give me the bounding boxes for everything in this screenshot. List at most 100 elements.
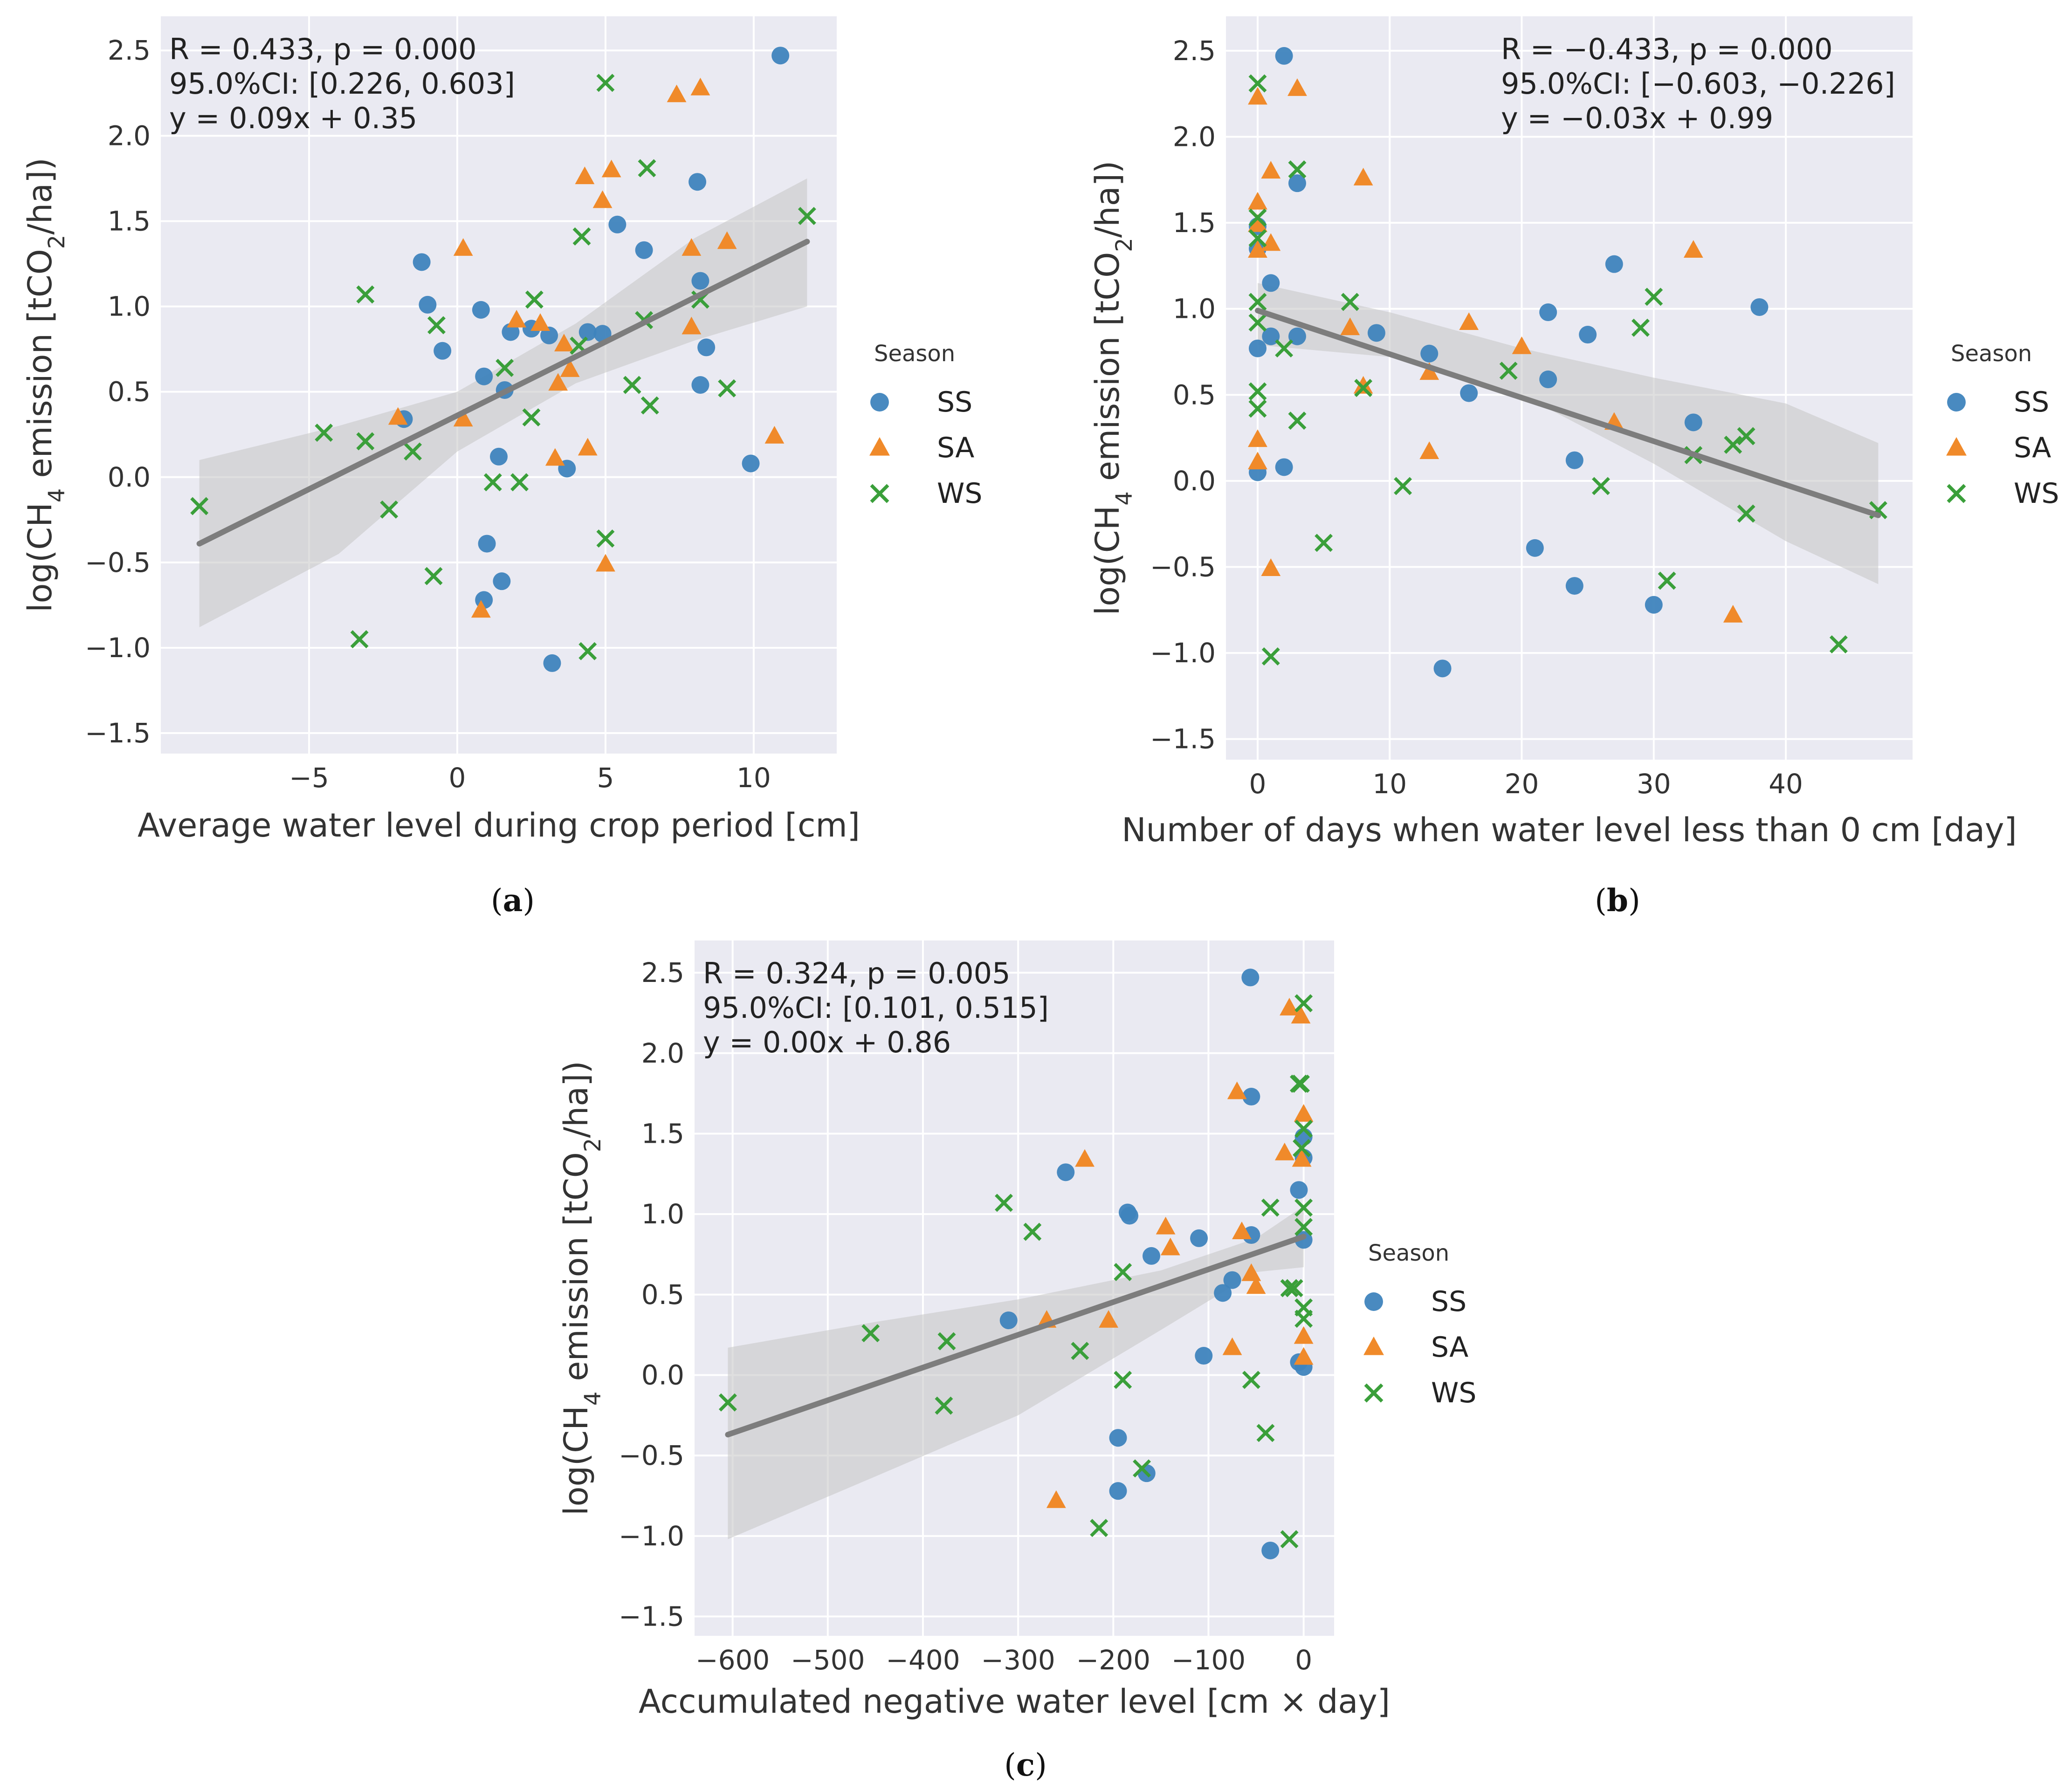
y-tick-label: 1.5 (641, 1118, 684, 1149)
y-tick-label: 0.5 (1173, 379, 1216, 411)
point-ws (510, 473, 529, 492)
point-ws (1261, 647, 1280, 666)
point-sa (1248, 192, 1267, 210)
point-sa (554, 334, 574, 351)
y-tick-label: −0.5 (619, 1440, 684, 1471)
y-tick-label: 1.0 (1173, 293, 1216, 325)
legend-label-ws: WS (1431, 1377, 1476, 1409)
point-ws (1285, 1279, 1303, 1297)
point-sa (1099, 1310, 1119, 1328)
x-tick-label: 0 (449, 762, 466, 794)
point-sa (592, 190, 613, 208)
x-tick-label: −600 (695, 1644, 770, 1676)
point-ws (404, 442, 422, 461)
point-ws (1294, 1119, 1313, 1138)
point-ws (190, 497, 209, 515)
point-ss (1248, 339, 1267, 357)
panel-label: (b) (1595, 882, 1640, 919)
stats-line: R = 0.433, p = 0.000 (169, 32, 477, 66)
point-ss (1645, 596, 1663, 614)
point-sa (548, 373, 568, 391)
point-sa (1291, 1006, 1311, 1024)
stats-line: y = 0.00x + 0.86 (703, 1025, 951, 1059)
point-ws (623, 376, 641, 394)
point-ws (861, 1324, 880, 1343)
point-ws (1294, 1198, 1313, 1217)
legend-marker-ss (870, 393, 889, 412)
point-ws (1248, 229, 1267, 247)
point-ws (1294, 994, 1313, 1013)
point-ws (1288, 160, 1307, 179)
x-tick-label: 0 (1295, 1644, 1312, 1676)
point-sa (1248, 240, 1267, 258)
point-ss (540, 326, 558, 344)
point-ws (937, 1332, 956, 1351)
point-ws (1293, 1139, 1311, 1158)
stats-line: 95.0%CI: [0.101, 0.515] (703, 991, 1049, 1025)
point-sa (1419, 441, 1439, 459)
point-ss (1261, 1541, 1280, 1559)
y-tick-label: 1.0 (108, 291, 151, 323)
y-tick-label: 1.5 (1173, 207, 1216, 239)
legend-label-ss: SS (937, 386, 972, 419)
point-ws (1261, 1198, 1280, 1217)
legend-title: Season (1368, 1240, 1449, 1266)
data-points (718, 968, 1314, 1559)
x-tick-label: 10 (1372, 768, 1407, 800)
y-tick-label: −1.0 (1150, 637, 1216, 669)
point-ss (608, 215, 626, 233)
x-tick-label: −500 (791, 1644, 865, 1676)
legend-label-ws: WS (937, 477, 982, 510)
x-tick-label: −300 (981, 1644, 1055, 1676)
y-tick-label: 2.5 (641, 957, 684, 988)
data-points (1248, 47, 1887, 678)
regression-line (1254, 308, 1881, 518)
point-ss (1750, 298, 1769, 316)
point-ws (1248, 208, 1267, 227)
point-ws (1592, 477, 1610, 495)
point-sa (1222, 1337, 1242, 1355)
point-ws (1248, 293, 1267, 311)
point-sa (1248, 87, 1267, 105)
point-sa (1512, 336, 1532, 354)
legend: Season SS SA WS (1363, 1240, 1476, 1409)
point-sa (681, 238, 702, 256)
point-sa (388, 407, 408, 425)
point-sa (1261, 558, 1281, 576)
point-sa (575, 166, 595, 185)
point-ss (1565, 577, 1583, 595)
point-ws (1248, 399, 1267, 418)
point-ss (688, 173, 707, 191)
point-sa (764, 425, 785, 444)
point-sa (681, 316, 702, 335)
y-tick-label: 0.5 (641, 1279, 684, 1311)
legend-marker-ss (1947, 393, 1966, 412)
point-sa (1261, 161, 1281, 179)
stats-line: 95.0%CI: [−0.603, −0.226] (1501, 67, 1895, 101)
point-ws (483, 473, 502, 492)
point-sa (1046, 1490, 1066, 1508)
point-ws (1394, 477, 1412, 495)
stats-line: 95.0%CI: [0.226, 0.603] (169, 67, 515, 101)
point-sa (1227, 1081, 1247, 1099)
point-ss (1684, 413, 1702, 432)
point-ss (697, 338, 716, 357)
point-ss (493, 572, 511, 590)
panel-label: (a) (491, 882, 535, 919)
point-ss (1579, 326, 1597, 344)
point-ss (1367, 324, 1385, 342)
point-sa (1294, 1104, 1314, 1122)
point-ws (1631, 318, 1650, 337)
point-sa (1353, 376, 1373, 394)
stats-line: R = −0.433, p = 0.000 (1501, 32, 1833, 66)
point-ws (1023, 1222, 1042, 1241)
point-ss (475, 367, 493, 385)
point-ws (1292, 1074, 1310, 1093)
legend-marker-sa (1946, 437, 1967, 456)
point-sa (453, 409, 473, 427)
point-ss (1460, 384, 1478, 402)
point-sa (507, 309, 527, 328)
point-ss (999, 1311, 1018, 1330)
point-sa (530, 313, 550, 331)
point-ss (478, 535, 496, 553)
